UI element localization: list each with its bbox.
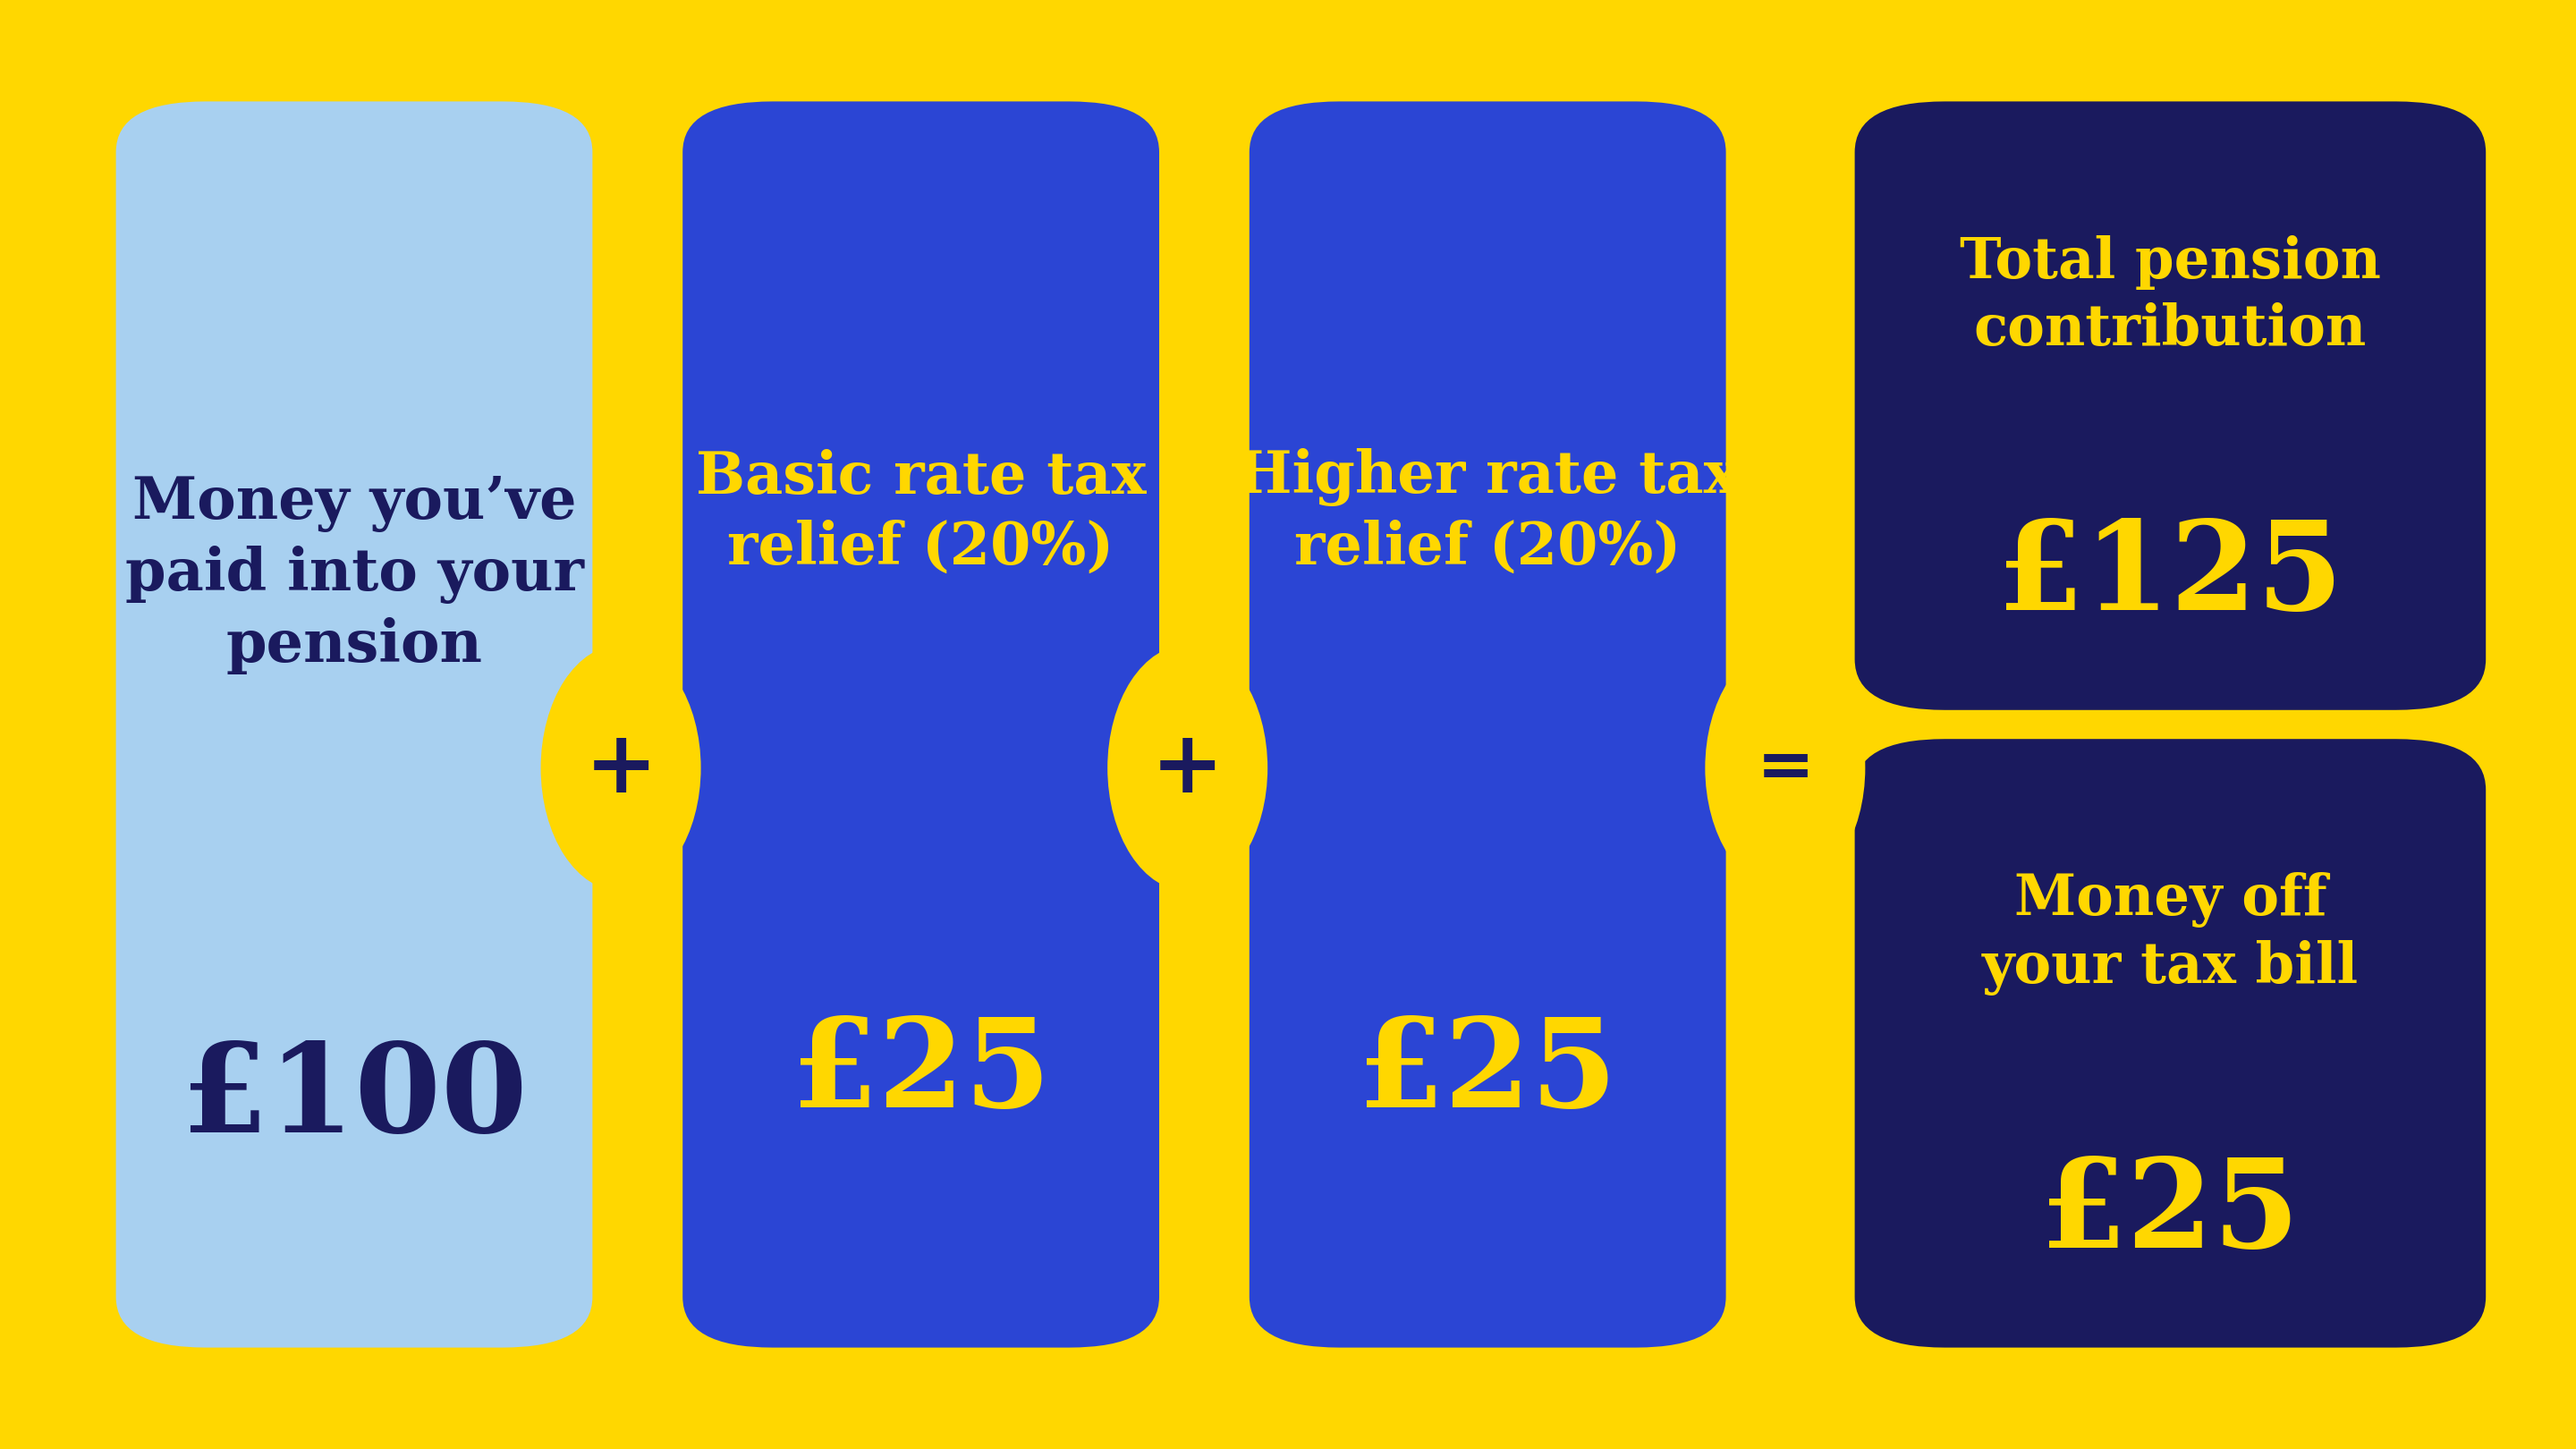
FancyBboxPatch shape <box>116 101 592 1348</box>
Ellipse shape <box>541 645 701 891</box>
Text: Basic rate tax
relief (20%): Basic rate tax relief (20%) <box>696 449 1146 577</box>
FancyBboxPatch shape <box>1855 101 2486 710</box>
FancyBboxPatch shape <box>683 101 1159 1348</box>
Ellipse shape <box>1108 645 1267 891</box>
FancyBboxPatch shape <box>1855 739 2486 1348</box>
Text: =: = <box>1757 735 1814 801</box>
Text: Money you’ve
paid into your
pension: Money you’ve paid into your pension <box>124 475 585 675</box>
Text: £25: £25 <box>1358 1013 1618 1133</box>
Ellipse shape <box>1705 645 1865 891</box>
Text: Higher rate tax
relief (20%): Higher rate tax relief (20%) <box>1236 448 1739 577</box>
Text: Money off
your tax bill: Money off your tax bill <box>1981 872 2360 995</box>
Text: £25: £25 <box>791 1013 1051 1133</box>
Text: £100: £100 <box>180 1039 528 1158</box>
Text: +: + <box>585 726 657 810</box>
Text: £25: £25 <box>2040 1153 2300 1274</box>
FancyBboxPatch shape <box>1249 101 1726 1348</box>
Text: £125: £125 <box>1996 516 2344 636</box>
Text: Total pension
contribution: Total pension contribution <box>1960 235 2380 356</box>
Text: +: + <box>1151 726 1224 810</box>
